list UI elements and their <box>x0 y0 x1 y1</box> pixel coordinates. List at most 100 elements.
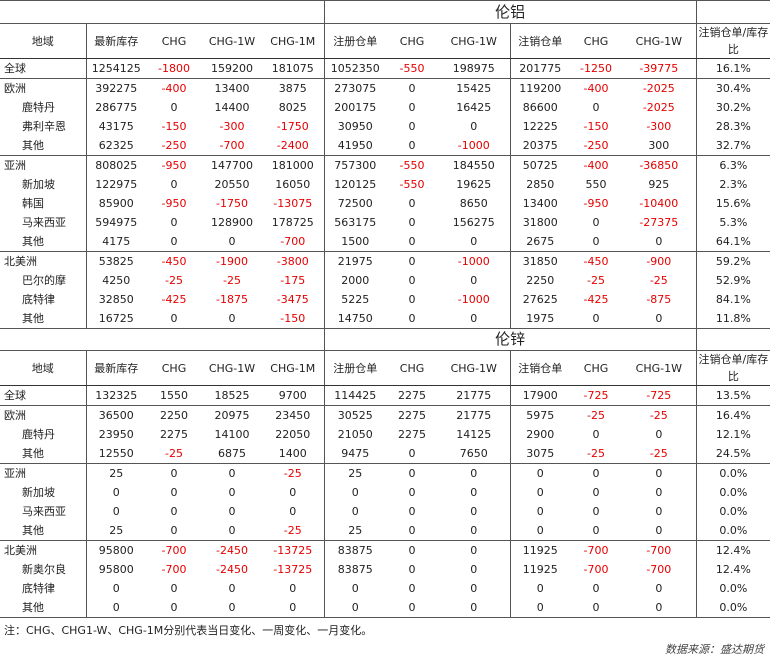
value-cell: -700 <box>262 232 325 252</box>
value-cell: -950 <box>583 197 609 210</box>
value-cell: -25 <box>262 521 325 541</box>
region-cell: 马来西亚 <box>0 502 87 521</box>
value-cell: 181000 <box>262 155 325 175</box>
value-cell: 2275 <box>386 385 439 406</box>
value-cell: 95800 <box>98 563 134 576</box>
value-cell: 0 <box>170 601 178 614</box>
value-cell: 1500 <box>324 232 387 252</box>
value-cell: 0 <box>438 598 511 618</box>
value-cell: 132325 <box>86 385 146 406</box>
value-cell: -725 <box>570 385 623 406</box>
value-cell: 15425 <box>438 78 511 98</box>
aluminum-header-row: 地域 最新库存 CHG CHG-1W CHG-1M 注册仓单 CHG CHG-1W 注销仓单 CH… <box>0 23 771 59</box>
zinc-title-row: 伦锌 <box>0 328 770 351</box>
column-header: 注册仓单 <box>324 350 387 386</box>
value-cell: 0 <box>622 425 697 444</box>
value-cell: -700 <box>622 560 697 579</box>
value-cell: -2450 <box>216 544 248 557</box>
value-cell: 17900 <box>510 385 571 406</box>
value-cell: 0 <box>146 232 202 252</box>
region-cell: 其他 <box>0 444 87 464</box>
value-cell: -725 <box>622 385 697 406</box>
value-cell: 0 <box>202 232 262 252</box>
value-cell: -1000 <box>438 290 511 309</box>
value-cell: -25 <box>587 409 606 422</box>
value-cell: 757300 <box>334 159 377 172</box>
value-cell: 0 <box>202 521 262 541</box>
value-cell: -13075 <box>262 194 325 213</box>
value-cell: -450 <box>161 255 187 268</box>
value-cell: 20550 <box>214 178 250 191</box>
value-cell: 31800 <box>522 216 558 229</box>
value-cell: 8650 <box>438 194 511 213</box>
value-cell: 20975 <box>214 409 250 422</box>
zinc-header-row: 地域 最新库存 CHG CHG-1W CHG-1M 注册仓单 CHG CHG-1W 注销仓单 CH… <box>0 350 771 386</box>
value-cell: 0 <box>228 505 236 518</box>
value-cell: 4175 <box>86 232 146 252</box>
value-cell: 0 <box>438 579 511 598</box>
value-cell: -25 <box>146 444 202 464</box>
value-cell: 0 <box>622 309 697 329</box>
value-cell: 0 <box>438 521 511 541</box>
column-header: 注销仓单 <box>510 350 571 386</box>
value-cell: 31850 <box>522 255 558 268</box>
value-cell: -25 <box>262 463 325 483</box>
value-cell: 0 <box>351 486 359 499</box>
value-cell: 0 <box>536 486 544 499</box>
value-cell: 2900 <box>526 428 555 441</box>
column-header: CHG-1W <box>622 350 697 386</box>
value-cell: -550 <box>386 58 439 79</box>
table-row: 其他 4175 0 0 -700 1500 0 0 2675 0 0 64.1% <box>0 232 771 252</box>
value-cell: -950 <box>161 197 187 210</box>
value-cell: 0.0% <box>719 601 748 614</box>
value-cell: 0 <box>536 582 544 595</box>
value-cell: 0 <box>170 101 178 114</box>
value-cell: 11925 <box>522 544 558 557</box>
value-cell: 0 <box>438 232 511 252</box>
value-cell: 0 <box>386 521 439 541</box>
region-cell: 欧洲 <box>0 78 87 98</box>
value-cell: -150 <box>583 120 609 133</box>
value-cell: -550 <box>399 178 425 191</box>
value-cell: 12.1% <box>715 428 751 441</box>
value-cell: 1254125 <box>86 58 146 79</box>
value-cell: -1750 <box>262 117 325 136</box>
value-cell: 0.0% <box>719 505 748 518</box>
value-cell: 2250 <box>160 409 188 422</box>
value-cell: 122975 <box>95 178 138 191</box>
value-cell: -10400 <box>622 194 697 213</box>
value-cell: -25 <box>622 271 697 290</box>
value-cell: 5.3% <box>719 216 748 229</box>
value-cell: 18525 <box>202 385 262 406</box>
value-cell: 0 <box>228 486 236 499</box>
table-row: 其他 12550 -25 6875 1400 9475 0 7650 3075 -25 -25 24.… <box>0 444 771 464</box>
column-header: 注销仓单/库存比 <box>696 350 771 386</box>
value-cell: 15.6% <box>715 197 751 210</box>
value-cell: 43175 <box>98 120 134 133</box>
value-cell: -450 <box>583 255 609 268</box>
region-cell: 底特律 <box>0 290 87 309</box>
value-cell: 0 <box>408 601 416 614</box>
value-cell: -2400 <box>262 136 325 156</box>
aluminum-stock-table: 伦铝 地域 最新库存 CHG CHG-1W CHG-1M 注册仓单 CHG CHG-1W 注销仓单… <box>0 0 771 329</box>
value-cell: 563175 <box>334 216 377 229</box>
table-row: 全球 1254125 -1800 159200 181075 1052350 -550 198… <box>0 58 771 79</box>
value-cell: 62325 <box>86 136 146 156</box>
table-row: 鹿特丹 286775 0 14400 8025 200175 0 16425 86600 0 -20… <box>0 98 770 117</box>
value-cell: 32850 <box>98 293 134 306</box>
value-cell: 147700 <box>211 159 253 172</box>
value-cell: 25 <box>348 467 363 480</box>
table-row: 欧洲 36500 2250 20975 23450 30525 2275 21775 5975 -… <box>0 405 770 425</box>
column-header: 注册仓单 <box>324 23 387 59</box>
value-cell: 0 <box>408 582 416 595</box>
value-cell: -2025 <box>622 78 697 98</box>
region-cell: 亚洲 <box>0 463 87 483</box>
column-header: 注销仓单 <box>510 23 571 59</box>
value-cell: 0 <box>408 82 416 95</box>
value-cell: 120125 <box>334 178 377 191</box>
value-cell: 2275 <box>160 428 188 441</box>
value-cell: 0.0% <box>719 582 748 595</box>
region-cell: 巴尔的摩 <box>0 271 87 290</box>
region-cell: 其他 <box>0 232 87 252</box>
value-cell: 14750 <box>337 312 373 325</box>
